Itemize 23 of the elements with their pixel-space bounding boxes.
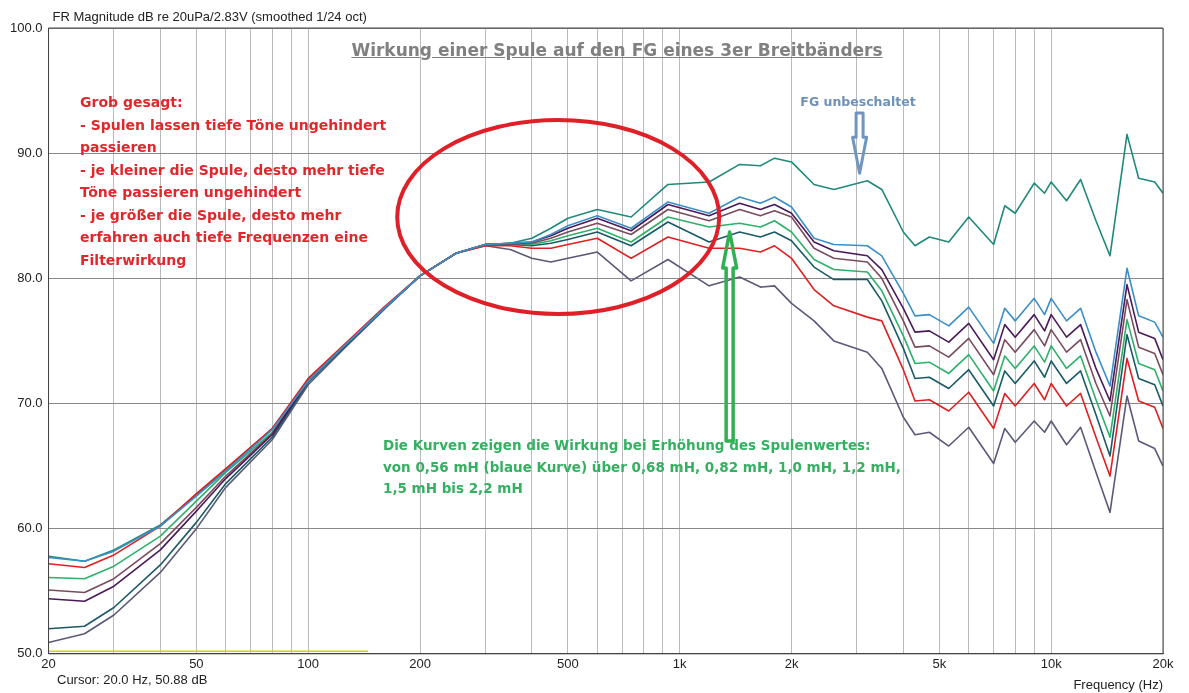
x-tick-label: 500 [557,656,579,672]
y-axis-title: FR Magnitude dB re 20uPa/2.83V (smoothed 1/24 oct) [52,9,367,24]
x-tick-label: 5k [932,656,947,672]
text: Wirkung einer Spule auf den FG eines 3er Breitbänders [351,40,883,60]
y-tick-label: 70.0 [17,395,43,411]
x-tick-label: 20 [41,656,56,672]
y-tick-label: 90.0 [17,144,43,160]
x-tick-label: 200 [409,656,431,672]
annotation: Die Kurven zeigen die Wirkung bei Erhöhung des Spulenwertes: von 0,56 mH (blaue Kurve) über 0,68 mH, 0,82 mH, 1,0 mH, 1,2 mH, 1,5 mH bis 2,2 mH [383,437,901,496]
y-tick-label: 60.0 [17,520,43,536]
x-tick-label: 100 [297,656,320,672]
annotation: Grob gesagt: - Spulen lassen tiefe Töne ungehindert passieren - je kleiner die Spule, desto mehr tiefe Töne passieren ungehindert - je größer die Spule, desto mehr erfahren auch tiefe Frequenzen eine Filterwirkung [80,94,387,268]
y-tick-label: 80.0 [17,269,43,285]
x-tick-label: 10k [1040,656,1063,672]
x-tick-label: 1k [672,656,688,672]
text: Cursor: 20.0 Hz, 50.88 dB [57,672,208,687]
x-tick-label: 2k [784,656,799,672]
y-tick-label: 100.0 [9,19,43,35]
y-tick-label: 50.0 [17,645,43,661]
x-tick-label: 20k [1152,656,1174,672]
x-tick-label: 50 [189,656,204,672]
annotation: FG unbeschaltet [800,94,916,109]
x-axis-title: Frequency (Hz) [1073,676,1163,692]
